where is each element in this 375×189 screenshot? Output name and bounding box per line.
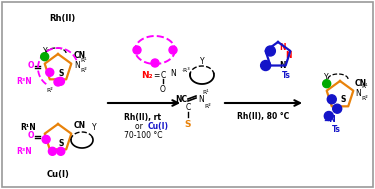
Circle shape: [40, 53, 49, 61]
Text: R²: R²: [46, 88, 53, 92]
Text: S: S: [58, 68, 64, 77]
Text: R¹: R¹: [80, 59, 87, 64]
Text: N: N: [170, 70, 176, 78]
Text: C: C: [185, 104, 190, 112]
Circle shape: [333, 104, 342, 113]
Text: N: N: [279, 43, 285, 53]
Text: Y: Y: [43, 47, 47, 57]
Text: Ts: Ts: [332, 125, 340, 133]
FancyBboxPatch shape: [2, 2, 373, 187]
Circle shape: [48, 147, 56, 155]
Text: R³N: R³N: [16, 147, 32, 156]
Circle shape: [42, 135, 50, 143]
Circle shape: [57, 147, 65, 155]
Text: R³N: R³N: [16, 77, 32, 87]
Circle shape: [57, 77, 64, 85]
Text: or: or: [135, 122, 145, 131]
Text: N: N: [198, 94, 204, 104]
Text: S: S: [340, 94, 346, 104]
Text: R²: R²: [204, 104, 211, 108]
Text: O: O: [27, 61, 34, 70]
Text: N: N: [74, 61, 80, 70]
Text: O: O: [27, 132, 34, 140]
Text: Cu(I): Cu(I): [148, 122, 169, 131]
Text: N: N: [355, 88, 361, 98]
Text: R²: R²: [361, 97, 368, 101]
Text: Rh(II), 80 °C: Rh(II), 80 °C: [237, 112, 289, 121]
Text: R¹N: R¹N: [20, 122, 36, 132]
Text: =N: =N: [324, 115, 336, 123]
Text: ·R³: ·R³: [181, 68, 190, 74]
Text: R¹: R¹: [361, 84, 368, 90]
Text: N₂: N₂: [141, 71, 153, 81]
Text: Y: Y: [324, 74, 328, 83]
Circle shape: [169, 46, 177, 54]
Text: S: S: [185, 120, 191, 129]
Text: CN: CN: [355, 78, 367, 88]
Text: N: N: [286, 51, 292, 60]
Circle shape: [46, 68, 54, 76]
Text: =: =: [153, 71, 159, 81]
Text: R¹: R¹: [202, 90, 209, 94]
Text: NC: NC: [175, 95, 187, 105]
Circle shape: [324, 112, 333, 121]
Text: CN: CN: [74, 51, 86, 60]
Text: R²: R²: [80, 68, 87, 74]
Circle shape: [133, 46, 141, 54]
Circle shape: [266, 46, 275, 56]
Circle shape: [261, 60, 271, 70]
Text: N: N: [279, 60, 285, 70]
Text: O: O: [160, 85, 166, 94]
Text: Y: Y: [200, 57, 204, 67]
Text: 70-100 °C: 70-100 °C: [124, 131, 162, 140]
Text: CN: CN: [74, 122, 86, 130]
Text: Rh(II): Rh(II): [49, 14, 75, 23]
Circle shape: [151, 59, 159, 67]
Circle shape: [327, 95, 336, 104]
Circle shape: [54, 78, 62, 86]
Text: S: S: [58, 139, 64, 147]
Circle shape: [322, 80, 331, 88]
Text: Ts: Ts: [282, 70, 290, 80]
Text: Cu(I): Cu(I): [46, 170, 69, 180]
Text: Rh(II), rt: Rh(II), rt: [124, 113, 162, 122]
Text: Y: Y: [92, 123, 96, 132]
Text: C: C: [160, 71, 166, 81]
